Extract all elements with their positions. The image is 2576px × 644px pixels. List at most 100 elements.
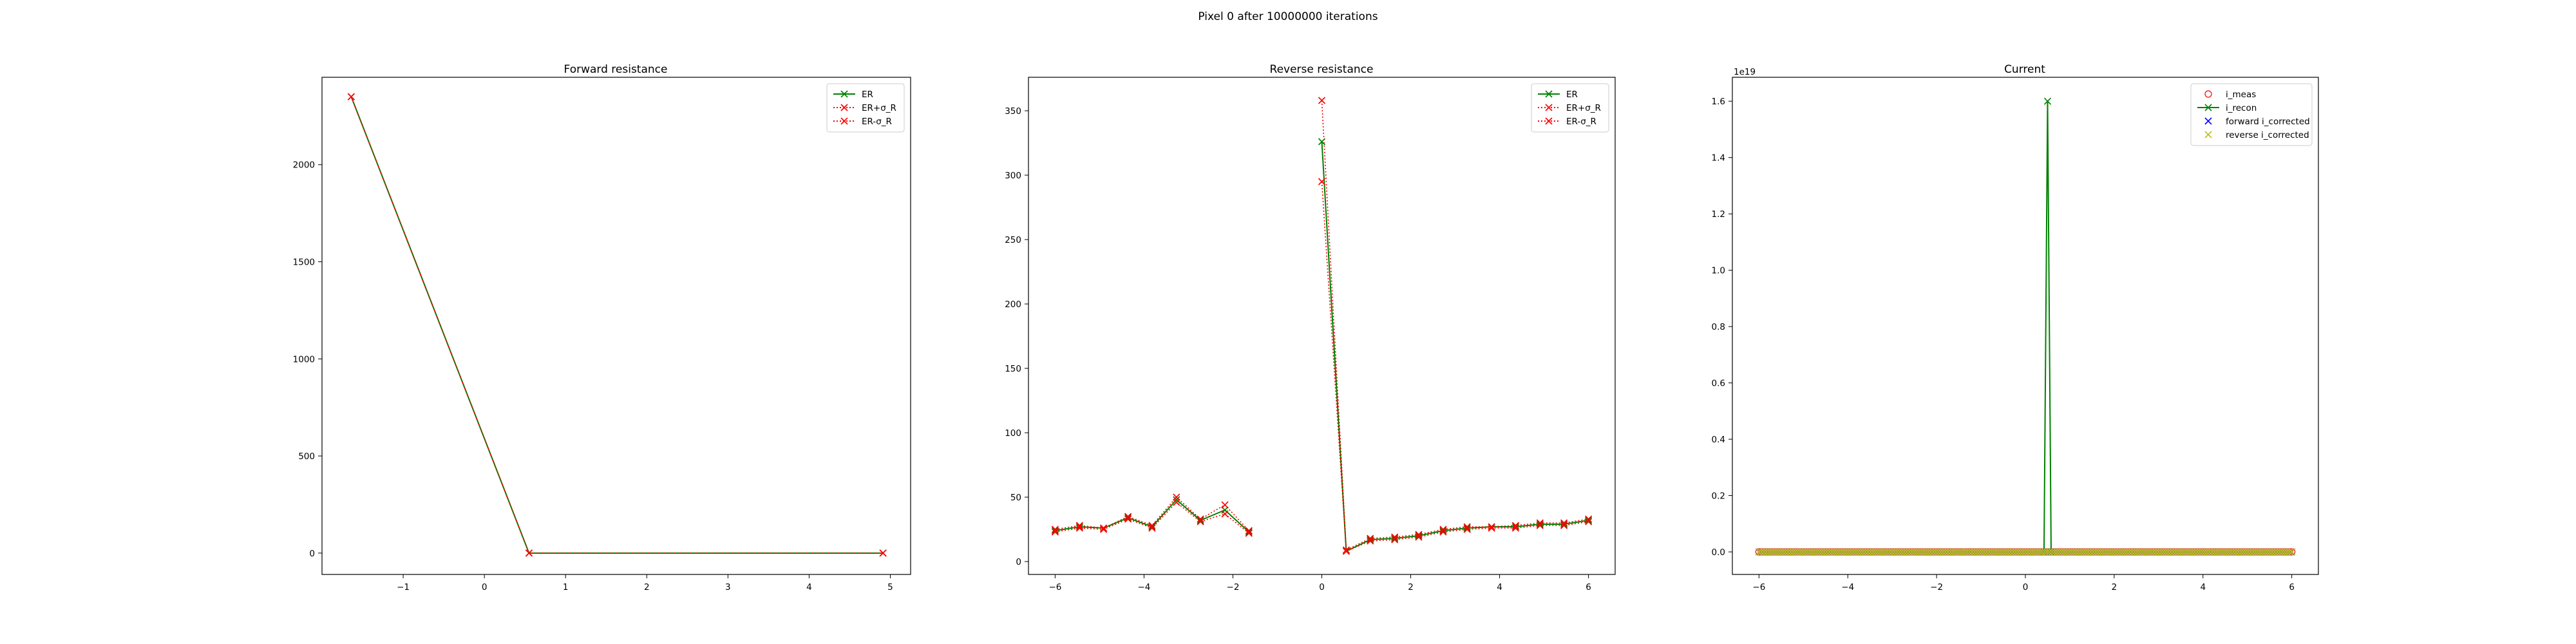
x-tick-label: 2 (1408, 582, 1414, 592)
data-point (1075, 523, 1083, 531)
y-tick-label: 0.0 (1712, 547, 1725, 558)
data-point (1197, 515, 1204, 523)
y-tick-label: 150 (1005, 364, 1021, 374)
x-tick-label: −1 (397, 582, 410, 592)
x-tick-label: −2 (1227, 582, 1240, 592)
x-tick-label: 6 (2289, 582, 2295, 592)
data-point (1197, 516, 1204, 524)
legend-marker (1545, 90, 1553, 98)
x-tick-label: 6 (1586, 582, 1591, 592)
data-point (1585, 515, 1593, 523)
legend-marker (2204, 131, 2212, 138)
y-tick-label: 1.2 (1712, 209, 1725, 220)
data-layer (1051, 97, 1593, 555)
axes-frame (321, 77, 911, 575)
y-tick-label: 0.6 (1712, 379, 1725, 389)
data-point (1051, 526, 1059, 533)
data-point (1560, 522, 1568, 529)
data-point (1051, 528, 1059, 536)
x-tick-label: 4 (806, 582, 812, 592)
data-point (1197, 518, 1204, 526)
data-point (2288, 548, 2296, 556)
axes-frame (1028, 77, 1616, 575)
data-point (1463, 524, 1471, 532)
x-tick-label: −2 (1930, 582, 1943, 592)
series-line (1055, 100, 1589, 551)
series-1 (1051, 97, 1593, 554)
data-point (1173, 498, 1180, 506)
y-tick-label: 1.6 (1712, 97, 1725, 107)
subplot-forward-resistance: Forward resistance −1 0 1 2 3 4 5 0 500 1000 1500 2… (293, 63, 911, 592)
x-tick-label: 2 (644, 582, 650, 592)
data-point (1536, 519, 1544, 527)
data-point (1245, 529, 1253, 537)
x-tick-label: 3 (725, 582, 731, 592)
data-point (1318, 97, 1326, 104)
x-tick-label: −4 (1137, 582, 1150, 592)
data-point (1221, 510, 1229, 518)
legend-label: ER+σ_R (1566, 103, 1601, 113)
y-tick-label: 2000 (293, 160, 315, 171)
data-point (879, 549, 887, 557)
x-tick-label: 0 (2023, 582, 2029, 592)
subplot-current: Current 1e19 −6 −4 −2 0 2 4 6 0.0 0.2 0.4 0.6 0.8 1.… (1712, 63, 2319, 592)
legend-label: ER+σ_R (862, 103, 896, 113)
y-offset-label: 1e19 (1734, 67, 1756, 77)
data-point (1439, 526, 1447, 533)
data-point (1051, 527, 1059, 535)
data-point (2286, 548, 2293, 556)
x-tick-label: 2 (2112, 582, 2117, 592)
legend-marker (2204, 117, 2212, 125)
y-tick-label: 1000 (293, 354, 315, 365)
data-point (1075, 524, 1083, 532)
data-point (1391, 533, 1399, 541)
data-point (1173, 493, 1180, 501)
data-point (1415, 533, 1423, 541)
legend-label: reverse i_corrected (2226, 130, 2309, 140)
legend-marker (840, 90, 848, 98)
series-2 (1051, 178, 1593, 555)
y-tick-label: 0.4 (1712, 435, 1725, 445)
legend: ER ER+σ_R ER-σ_R (1531, 83, 1609, 133)
legend-label: i_recon (2226, 103, 2257, 113)
x-tick-label: 0 (1319, 582, 1325, 592)
y-tick-label: 0 (1016, 557, 1021, 567)
y-tick-label: 1.4 (1712, 153, 1725, 164)
y-tick-label: 250 (1005, 235, 1021, 245)
data-point (1463, 526, 1471, 533)
data-layer (347, 93, 887, 557)
figure-title: Pixel 0 after 10000000 iterations (1198, 10, 1378, 23)
x-tick-label: −6 (1752, 582, 1765, 592)
x-tick-label: 1 (563, 582, 569, 592)
x-tick-label: 4 (1497, 582, 1502, 592)
data-point (1124, 515, 1132, 523)
data-point (1100, 524, 1108, 532)
subplot-title: Current (2004, 63, 2045, 76)
y-tick-label: 350 (1005, 106, 1021, 117)
legend-marker (2204, 104, 2212, 111)
data-point (1124, 513, 1132, 520)
y-tick-label: 1.0 (1712, 266, 1725, 276)
data-point (2043, 97, 2052, 105)
legend-label: ER-σ_R (1566, 117, 1596, 127)
data-point (1536, 520, 1544, 528)
legend-box (2190, 83, 2313, 146)
data-point (1318, 178, 1326, 185)
data-point (1148, 522, 1156, 529)
series-2 (347, 93, 887, 557)
x-tick-label: −6 (1048, 582, 1061, 592)
y-tick-label: 100 (1005, 428, 1021, 439)
data-point (1585, 516, 1593, 524)
data-point (1536, 522, 1544, 529)
x-tick-label: 5 (887, 582, 893, 592)
data-point (1100, 526, 1108, 533)
legend-marker (1545, 104, 1553, 111)
data-point (1415, 531, 1423, 538)
y-tick-label: 300 (1005, 171, 1021, 181)
data-point (1439, 528, 1447, 536)
series-3 (1755, 548, 2296, 556)
legend-marker (840, 117, 848, 125)
legend: ER ER+σ_R ER-σ_R (826, 83, 905, 133)
x-tick-label: 4 (2200, 582, 2206, 592)
data-point (347, 93, 355, 100)
